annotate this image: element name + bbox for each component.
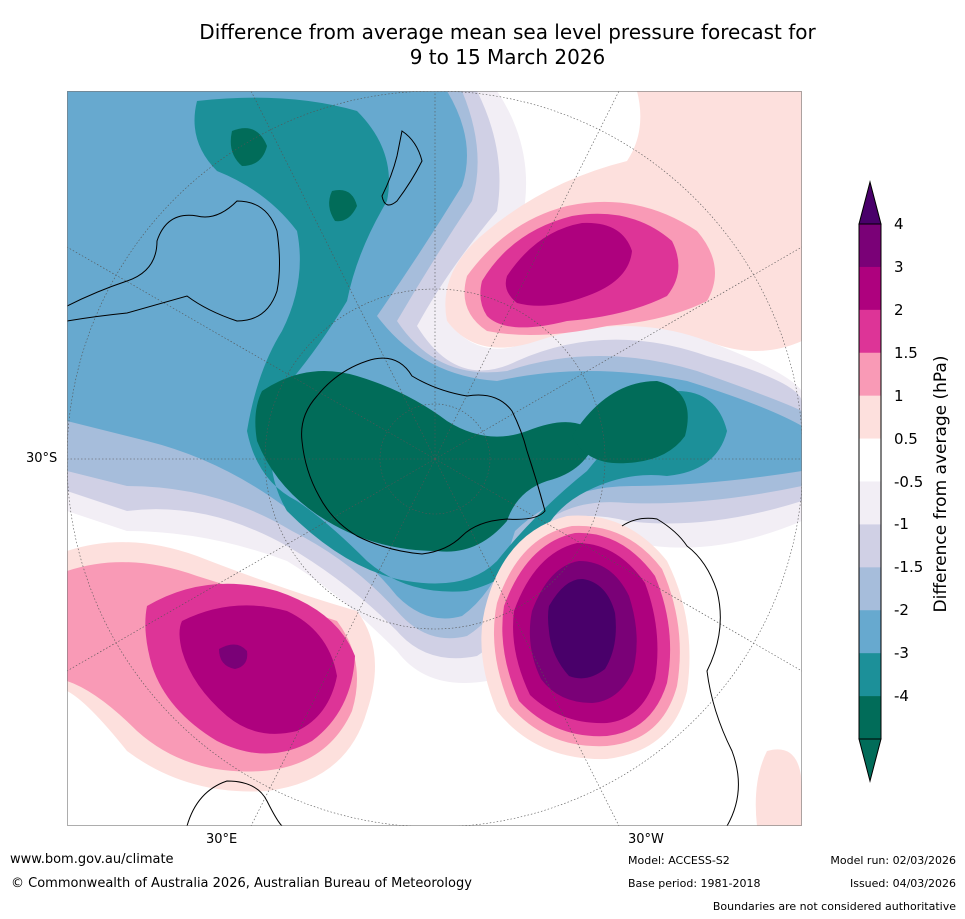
- colorbar-tick-label: -1: [894, 515, 909, 534]
- coastlines: [67, 130, 739, 826]
- colorbar-segment: [859, 481, 881, 525]
- new-zealand-coastline: [381, 130, 423, 206]
- footer-url: www.bom.gov.au/climate: [10, 852, 174, 867]
- map-frame: [67, 91, 802, 826]
- band-pos-2-ind: [179, 605, 337, 734]
- footer-model-run: Model run: 02/03/2026: [830, 854, 956, 867]
- colorbar-segment: [859, 610, 881, 654]
- pressure-anomaly-map: [67, 91, 802, 826]
- band-pos-2: [505, 222, 632, 306]
- colorbar-tick-label: -1.5: [894, 558, 924, 577]
- footer-issued: Issued: 04/03/2026: [849, 877, 956, 890]
- footer-copyright: © Commonwealth of Australia 2026, Austra…: [11, 876, 472, 891]
- colorbar-segment: [859, 696, 881, 740]
- colorbar-segment: [859, 395, 881, 439]
- band-neg-4-atl: [572, 381, 688, 464]
- colorbar-tick-label: -0.5: [894, 472, 924, 491]
- colorbar-tick-label: -4: [894, 687, 909, 706]
- colorbar-segment: [859, 567, 881, 611]
- colorbar-title: Difference from average (hPa): [931, 355, 951, 613]
- meridian-120w: [434, 246, 802, 460]
- footer-model: Model: ACCESS-S2: [628, 854, 730, 867]
- colorbar-tick-label: 1: [894, 386, 904, 405]
- band-neg-4-ant: [255, 371, 598, 552]
- positive-anomaly-atlantic: [481, 515, 802, 826]
- colorbar-tick-label: -2: [894, 601, 909, 620]
- positive-anomaly-indian: [67, 542, 375, 792]
- africa-coastline: [186, 780, 283, 826]
- australia-coastline: [67, 200, 280, 322]
- colorbar-tick-label: 2: [894, 300, 904, 319]
- colorbar-segment: [859, 653, 881, 697]
- meridian-60w: [434, 458, 802, 672]
- colorbar: [858, 180, 882, 783]
- south-america-coastline: [621, 517, 739, 826]
- colorbar-segment: [859, 352, 881, 396]
- meridian-120e: [67, 246, 436, 460]
- colorbar-tick-label: -3: [894, 644, 909, 663]
- colorbar-tick-label: 3: [894, 257, 904, 276]
- chart-title: Difference from average mean sea level p…: [0, 20, 965, 70]
- title-line-2: 9 to 15 March 2026: [409, 45, 606, 69]
- colorbar-segment: [859, 266, 881, 311]
- colorbar-tick-label: 0.5: [894, 429, 918, 448]
- colorbar-over-triangle: [858, 180, 882, 225]
- latitude-circle-60s: [264, 288, 606, 630]
- band-pos-4-atl: [548, 578, 616, 679]
- colorbar-under-triangle: [858, 738, 882, 783]
- colorbar-outline: [858, 223, 882, 740]
- colorbar-segments: [859, 224, 881, 740]
- lat-label-30s: 30°S: [26, 451, 58, 466]
- footer-base-period: Base period: 1981-2018: [628, 877, 761, 890]
- positive-anomaly-pacific: [445, 91, 802, 351]
- band-neg-3-small: [329, 190, 357, 222]
- band-neg-3: [194, 97, 727, 592]
- colorbar-tick-label: 1.5: [894, 343, 918, 362]
- band-neg-4: [230, 128, 267, 166]
- meridian-60e: [67, 458, 436, 672]
- colorbar-segment: [859, 438, 881, 482]
- antarctica-coastline: [301, 357, 546, 555]
- lon-label-30w: 30°W: [628, 832, 664, 847]
- colorbar-segment: [859, 524, 881, 568]
- title-line-1: Difference from average mean sea level p…: [199, 20, 816, 44]
- band-pos-0-5-se: [755, 749, 802, 826]
- band-neg-2: [67, 91, 802, 619]
- colorbar-segment: [859, 224, 881, 268]
- lon-label-30e: 30°E: [206, 832, 238, 847]
- colorbar-segment: [859, 309, 881, 354]
- colorbar-tick-label: 4: [894, 215, 904, 233]
- graticule: [67, 91, 802, 826]
- band-pos-3-ind: [219, 644, 248, 669]
- footer-disclaimer: Boundaries are not considered authoritat…: [712, 900, 956, 913]
